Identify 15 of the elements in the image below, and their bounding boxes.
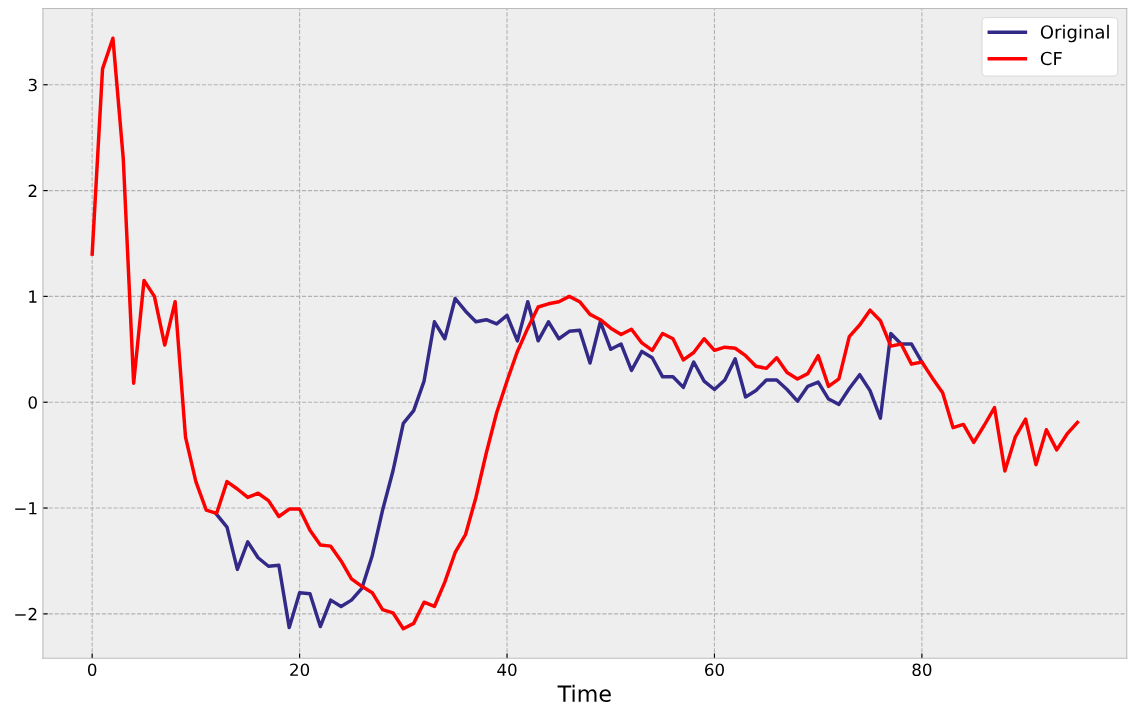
x-tick-label: 0	[87, 663, 97, 677]
x-axis-title: Time	[557, 684, 611, 703]
legend-label: Original	[1040, 24, 1109, 43]
x-tick-label: 40	[497, 663, 517, 677]
y-tick-label: −2	[15, 607, 37, 621]
y-tick-label: 3	[28, 78, 37, 92]
y-tick-label: 0	[28, 396, 37, 409]
x-tick-label: 80	[912, 663, 932, 677]
y-tick-label: −1	[15, 502, 37, 515]
legend-label: CF	[1040, 51, 1062, 66]
y-tick-label: 2	[28, 184, 37, 197]
x-tick-label: 60	[705, 663, 724, 677]
x-tick-label: 20	[290, 663, 310, 677]
line-series	[214, 296, 924, 630]
y-tick-label: 1	[29, 290, 37, 303]
